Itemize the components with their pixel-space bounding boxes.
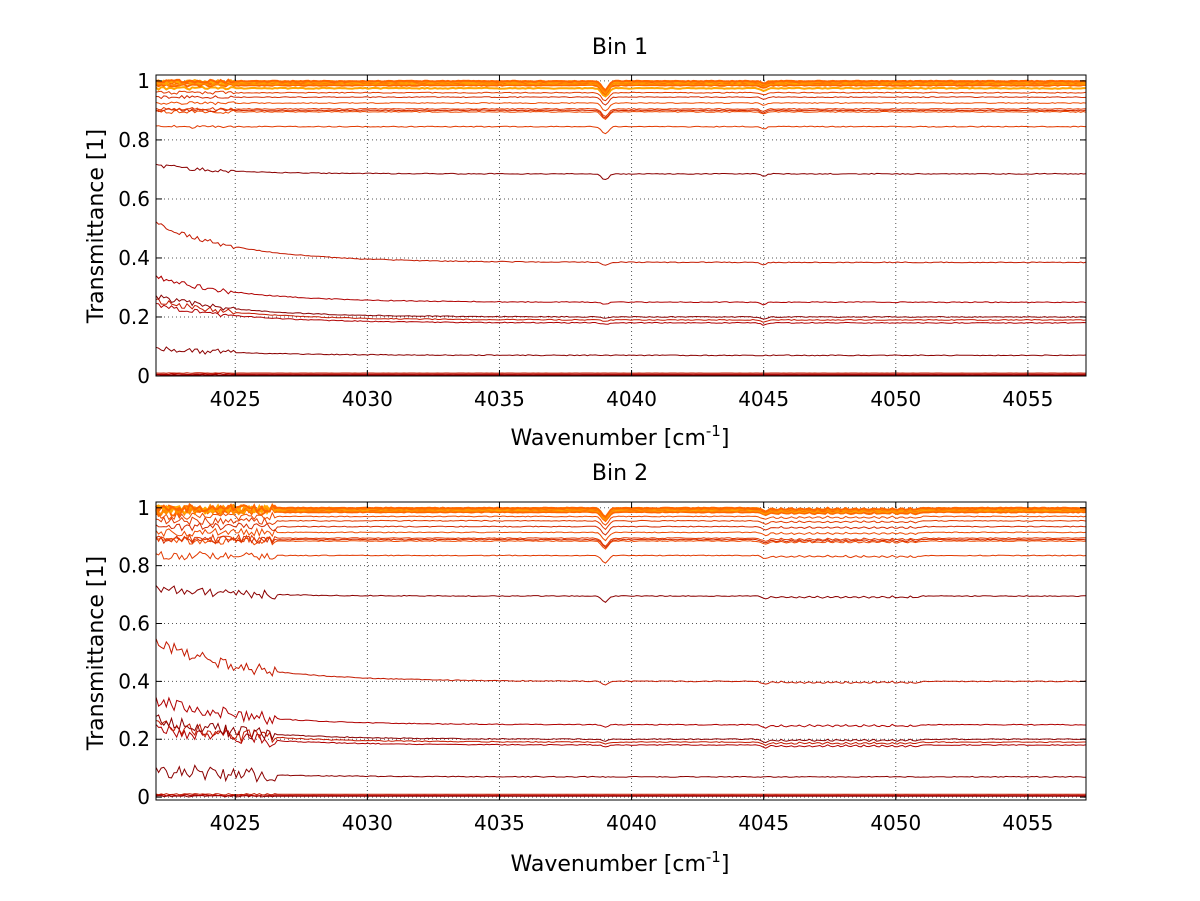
y-tick-label: 0 xyxy=(137,364,150,388)
series-line xyxy=(155,109,1087,121)
series-line xyxy=(155,294,1087,320)
y-tick-label: 0 xyxy=(137,785,150,809)
series-line xyxy=(155,764,1087,783)
y-tick-label: 0.6 xyxy=(118,612,150,636)
series-line xyxy=(155,511,1087,526)
series-line xyxy=(155,163,1087,181)
y-tick-label: 1 xyxy=(137,69,150,93)
series-line xyxy=(155,535,1087,549)
series-line xyxy=(155,275,1087,306)
x-tick-label: 4055 xyxy=(1002,387,1053,411)
x-axis-label-end: ] xyxy=(721,426,730,451)
x-axis-label-end: ] xyxy=(721,852,730,877)
x-ticks: 4025 4030 4035 4040 4045 4050 4055 xyxy=(210,502,1053,835)
series-line xyxy=(155,714,1087,744)
series-line xyxy=(155,372,1086,374)
y-tick-label: 0.2 xyxy=(118,727,150,751)
series-group xyxy=(155,502,1087,798)
x-axis-label-superscript: -1 xyxy=(706,422,721,440)
series-group xyxy=(155,78,1087,376)
y-tick-label: 0.8 xyxy=(118,128,150,152)
x-ticks: 4025 4030 4035 4040 4045 4050 4055 xyxy=(210,75,1053,411)
series-line xyxy=(155,106,1087,118)
plot-frame xyxy=(155,501,1087,801)
x-tick-label: 4055 xyxy=(1002,811,1053,835)
x-tick-label: 4030 xyxy=(342,811,393,835)
series-line xyxy=(155,522,1087,536)
x-tick-label: 4045 xyxy=(738,811,789,835)
series-line xyxy=(155,527,1087,542)
x-tick-label: 4040 xyxy=(606,811,657,835)
y-axis-label: Transmittance [1] xyxy=(84,129,109,324)
x-tick-label: 4045 xyxy=(738,387,789,411)
series-line xyxy=(155,502,1087,519)
series-line xyxy=(155,720,1086,746)
series-line xyxy=(155,724,1087,749)
y-tick-label: 0.6 xyxy=(118,187,150,211)
y-ticks: 0 0.2 0.4 0.6 0.8 1 xyxy=(118,69,1086,388)
series-line xyxy=(155,85,1086,98)
series-line xyxy=(155,793,1086,796)
series-line xyxy=(155,346,1087,357)
series-line xyxy=(155,506,1087,523)
chart-bin-1: Bin 1 4025 4030 4035 4040 4045 4050 4055 00.20… xyxy=(84,35,1087,451)
series-line xyxy=(155,298,1087,323)
y-tick-label: 0.4 xyxy=(118,669,150,693)
series-line xyxy=(155,533,1087,547)
chart-title: Bin 2 xyxy=(592,461,648,486)
x-axis-label-text: Wavenumber [cm xyxy=(511,426,706,451)
series-line xyxy=(155,108,1087,119)
x-tick-label: 4050 xyxy=(870,387,921,411)
x-tick-label: 4025 xyxy=(210,387,261,411)
series-line xyxy=(155,585,1086,604)
series-line xyxy=(155,90,1087,102)
series-line xyxy=(155,794,1086,797)
series-line xyxy=(155,101,1087,112)
x-axis-label: Wavenumber [cm-1] xyxy=(511,848,730,877)
x-tick-label: 4040 xyxy=(606,387,657,411)
y-tick-label: 0.4 xyxy=(118,246,150,270)
plot-frame xyxy=(155,74,1087,377)
series-line xyxy=(155,794,1087,798)
series-line xyxy=(155,373,1087,376)
series-line xyxy=(155,550,1087,564)
series-line xyxy=(155,303,1087,326)
y-tick-label: 0.2 xyxy=(118,305,150,329)
y-ticks: 0 0.2 0.4 0.6 0.8 1 xyxy=(118,496,1086,809)
x-tick-label: 4050 xyxy=(870,811,921,835)
series-line xyxy=(155,124,1087,135)
series-line xyxy=(155,696,1086,729)
series-line xyxy=(155,516,1087,531)
y-axis-label: Transmittance [1] xyxy=(84,556,109,751)
x-axis-label-superscript: -1 xyxy=(706,848,721,866)
x-axis-label-text: Wavenumber [cm xyxy=(511,852,706,877)
chart-title: Bin 1 xyxy=(592,35,648,60)
x-tick-label: 4030 xyxy=(342,387,393,411)
x-axis-label: Wavenumber [cm-1] xyxy=(511,422,730,451)
series-line xyxy=(155,638,1087,686)
y-tick-label: 0.8 xyxy=(118,554,150,578)
series-line xyxy=(155,536,1086,550)
series-line xyxy=(155,221,1087,266)
y-tick-label: 1 xyxy=(137,496,150,520)
series-line xyxy=(155,94,1087,106)
x-tick-label: 4035 xyxy=(474,811,525,835)
x-tick-label: 4035 xyxy=(474,387,525,411)
chart-bin-2: Bin 2 4025 4030 4035 4040 4045 4050 4055 00.20… xyxy=(84,461,1087,877)
x-tick-label: 4025 xyxy=(210,811,261,835)
series-line xyxy=(155,374,1086,376)
series-line xyxy=(155,78,1087,92)
